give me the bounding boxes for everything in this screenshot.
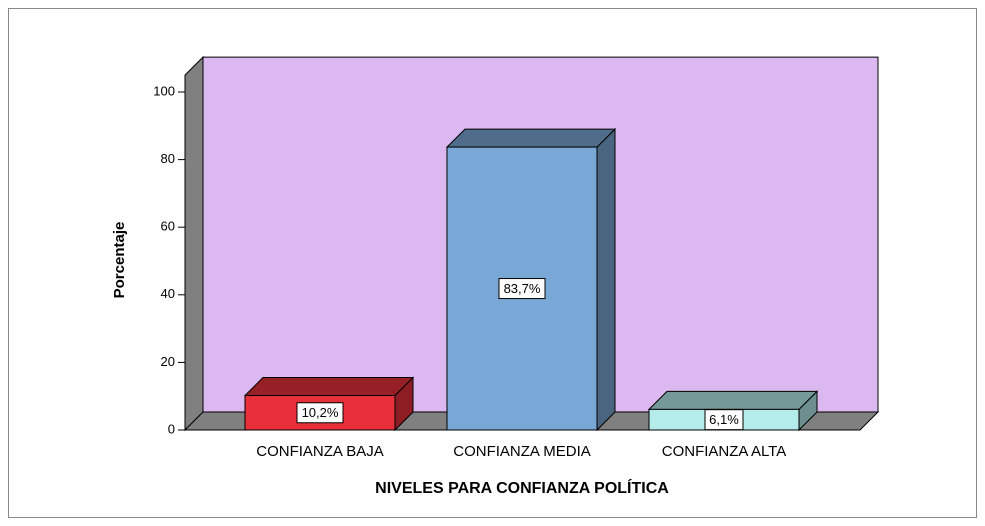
bar-top xyxy=(647,390,819,410)
side-wall xyxy=(184,55,204,432)
x-tick-label: CONFIANZA BAJA xyxy=(256,443,384,460)
y-tick-label: 20 xyxy=(161,354,175,369)
bar-top xyxy=(243,377,415,397)
value-label-box xyxy=(498,278,546,300)
y-tick-label: 100 xyxy=(153,83,175,98)
value-label: 10,2% xyxy=(302,405,339,420)
y-axis-title: Porcentaje xyxy=(111,222,128,299)
x-tick-label: CONFIANZA MEDIA xyxy=(453,443,591,460)
x-axis-title: NIVELES PARA CONFIANZA POLÍTICA xyxy=(375,478,669,497)
value-label: 83,7% xyxy=(504,281,541,296)
y-tick-label: 0 xyxy=(168,421,175,436)
bar-side xyxy=(596,127,616,432)
y-tick-label: 60 xyxy=(161,219,175,234)
y-tick-label: 40 xyxy=(161,286,175,301)
value-label-box xyxy=(296,402,344,424)
value-label-box xyxy=(704,409,744,431)
value-label: 6,1% xyxy=(709,412,739,427)
bar-top xyxy=(445,128,617,148)
y-tick-label: 80 xyxy=(161,151,175,166)
x-tick-label: CONFIANZA ALTA xyxy=(662,443,786,460)
